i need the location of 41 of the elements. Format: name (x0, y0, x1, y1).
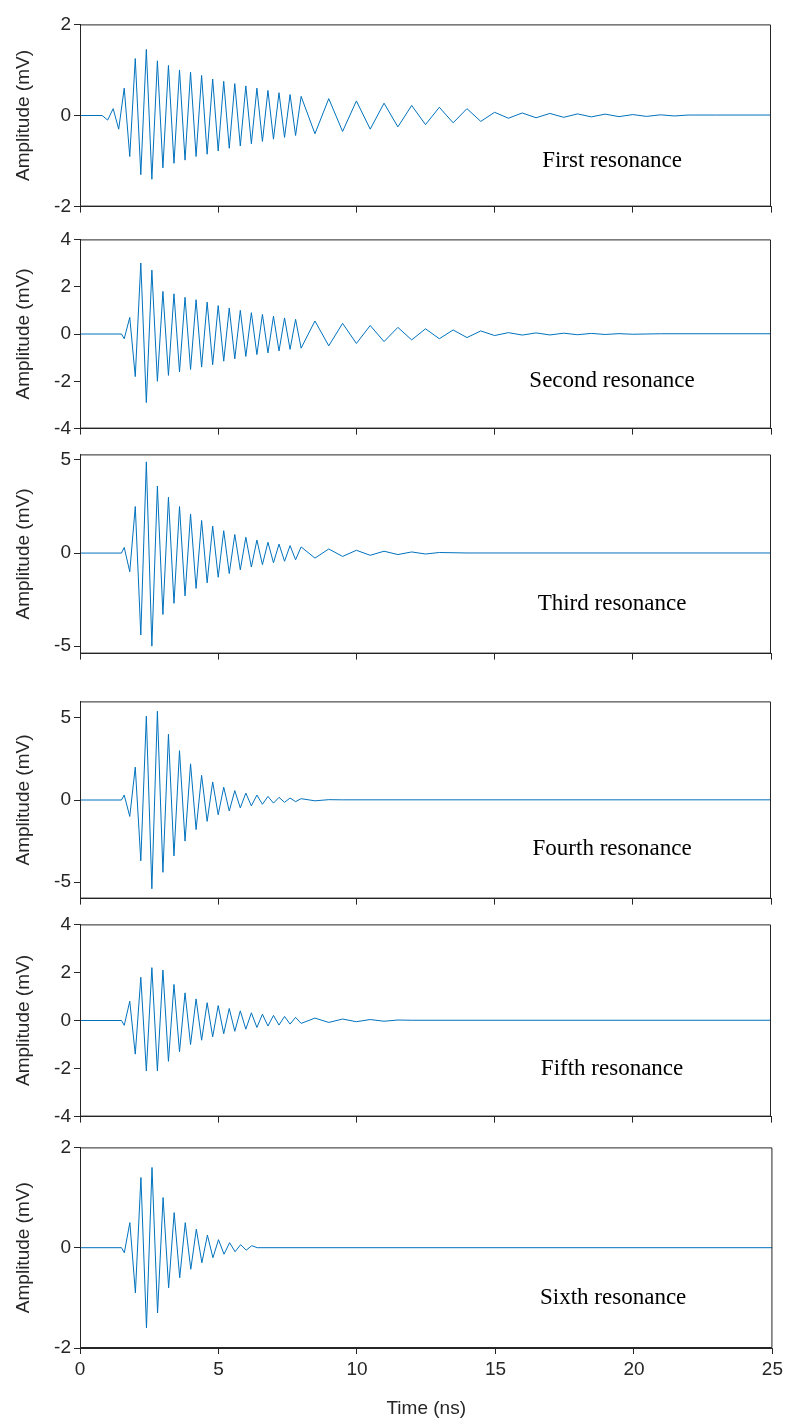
y-tick-label: -5 (54, 870, 71, 892)
y-tick-label: -2 (54, 369, 71, 391)
y-axis-title: Amplitude (mV) (11, 1182, 33, 1314)
y-tick-label: 2 (60, 1135, 71, 1157)
y-tick-label: -4 (54, 416, 72, 438)
y-tick-label: 5 (60, 706, 71, 728)
y-tick-label: -2 (54, 1056, 71, 1078)
x-tick-label: 10 (346, 1357, 368, 1379)
y-tick-label: -5 (54, 634, 71, 656)
annotation: Third resonance (537, 589, 687, 615)
x-tick-label: 25 (761, 1357, 783, 1379)
y-tick-label: 2 (60, 960, 71, 982)
x-axis-title: Time (ns) (386, 1396, 466, 1418)
x-tick-label: 0 (74, 1357, 86, 1379)
y-tick-label: 2 (60, 12, 71, 34)
y-tick-label: 0 (60, 541, 71, 563)
y-tick-label: 5 (60, 448, 71, 470)
annotation: Fourth resonance (532, 835, 692, 861)
y-tick-label: 0 (60, 1235, 71, 1257)
y-tick-label: -4 (54, 1104, 72, 1126)
x-tick-label: 5 (213, 1357, 224, 1379)
y-axis-title: Amplitude (mV) (11, 50, 33, 181)
annotation: Fifth resonance (540, 1054, 684, 1080)
y-tick-label: 2 (60, 274, 71, 296)
y-tick-label: 0 (60, 1008, 71, 1030)
annotation: Second resonance (529, 367, 695, 393)
x-tick-label: 15 (484, 1357, 507, 1379)
annotation: First resonance (542, 147, 683, 173)
y-tick-label: 0 (60, 788, 71, 810)
y-tick-label: 0 (60, 103, 71, 125)
y-tick-label: 0 (60, 322, 71, 344)
x-tick-label: 20 (623, 1357, 645, 1379)
y-tick-label: 4 (60, 227, 72, 249)
y-tick-label: -2 (54, 1336, 71, 1358)
y-axis-title: Amplitude (mV) (11, 734, 33, 866)
y-tick-label: -2 (54, 194, 71, 216)
y-tick-label: 4 (60, 912, 72, 934)
y-axis-title: Amplitude (mV) (11, 955, 33, 1086)
y-axis-title: Amplitude (mV) (11, 268, 33, 400)
annotation: Sixth resonance (540, 1283, 687, 1309)
y-axis-title: Amplitude (mV) (11, 488, 33, 620)
